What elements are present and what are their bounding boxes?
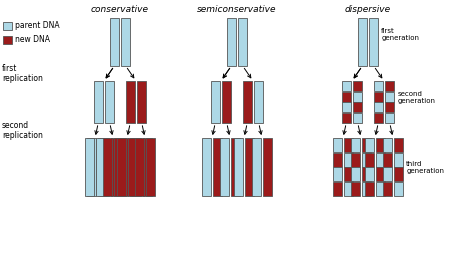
Bar xyxy=(342,81,351,91)
Bar xyxy=(119,138,128,196)
Bar xyxy=(344,182,353,196)
Bar xyxy=(137,81,146,123)
Bar xyxy=(383,182,392,196)
Bar xyxy=(333,167,342,181)
Bar xyxy=(365,167,374,181)
Bar xyxy=(353,112,362,123)
Bar xyxy=(385,81,394,91)
Bar xyxy=(254,81,263,123)
Bar xyxy=(234,138,243,196)
Bar xyxy=(394,182,403,196)
Text: conservative: conservative xyxy=(91,4,149,14)
Bar xyxy=(365,138,374,152)
Bar xyxy=(344,138,353,152)
Bar xyxy=(353,81,362,91)
Bar xyxy=(362,182,371,196)
Text: first
replication: first replication xyxy=(2,64,43,83)
Bar xyxy=(143,138,152,196)
Bar xyxy=(344,152,353,167)
Bar xyxy=(374,112,383,123)
Bar xyxy=(96,138,105,196)
Bar xyxy=(342,102,351,112)
Bar xyxy=(383,152,392,167)
Bar xyxy=(135,138,144,196)
Bar xyxy=(376,167,385,181)
Bar xyxy=(362,167,371,181)
Bar xyxy=(94,81,103,123)
Bar xyxy=(353,102,362,112)
Text: second
replication: second replication xyxy=(2,121,43,140)
Bar xyxy=(3,36,12,44)
Text: new DNA: new DNA xyxy=(15,35,50,45)
Bar xyxy=(238,18,247,66)
Bar xyxy=(351,152,360,167)
Bar xyxy=(263,138,272,196)
Text: first
generation: first generation xyxy=(381,28,419,41)
Bar xyxy=(333,152,342,167)
Bar xyxy=(362,138,371,152)
Bar xyxy=(213,138,222,196)
Bar xyxy=(365,152,374,167)
Bar xyxy=(374,81,383,91)
Bar xyxy=(353,91,362,102)
Bar xyxy=(110,18,119,66)
Bar xyxy=(111,138,120,196)
Bar xyxy=(351,182,360,196)
Bar xyxy=(376,152,385,167)
Bar xyxy=(358,18,367,66)
Bar xyxy=(222,81,231,123)
Bar xyxy=(128,138,137,196)
Bar xyxy=(227,18,236,66)
Bar xyxy=(105,81,114,123)
Bar xyxy=(220,138,229,196)
Bar xyxy=(383,167,392,181)
Bar xyxy=(369,18,378,66)
Bar xyxy=(376,182,385,196)
Text: second
generation: second generation xyxy=(397,91,435,104)
Bar xyxy=(103,138,112,196)
Bar xyxy=(394,138,403,152)
Bar xyxy=(126,81,135,123)
Bar xyxy=(394,167,403,181)
Bar xyxy=(333,138,342,152)
Bar xyxy=(342,112,351,123)
Bar xyxy=(231,138,240,196)
Bar xyxy=(202,138,211,196)
Bar xyxy=(376,138,385,152)
Bar xyxy=(385,112,394,123)
Text: dispersive: dispersive xyxy=(345,4,391,14)
Bar xyxy=(365,182,374,196)
Bar xyxy=(344,167,353,181)
Bar xyxy=(243,81,252,123)
Bar xyxy=(374,91,383,102)
Bar xyxy=(121,18,130,66)
Bar xyxy=(130,138,139,196)
Bar xyxy=(385,91,394,102)
Text: third
generation: third generation xyxy=(406,161,444,173)
Bar xyxy=(385,102,394,112)
Bar xyxy=(245,138,254,196)
Text: semiconservative: semiconservative xyxy=(197,4,277,14)
Bar xyxy=(333,182,342,196)
Bar xyxy=(87,138,96,196)
Bar xyxy=(374,102,383,112)
Bar xyxy=(211,81,220,123)
Bar xyxy=(362,152,371,167)
Bar xyxy=(98,138,107,196)
Bar xyxy=(100,138,109,196)
Bar xyxy=(383,138,392,152)
Bar xyxy=(132,138,141,196)
Bar xyxy=(114,138,123,196)
Bar xyxy=(3,22,12,30)
Bar xyxy=(351,167,360,181)
Bar xyxy=(351,138,360,152)
Text: parent DNA: parent DNA xyxy=(15,21,60,30)
Bar xyxy=(252,138,261,196)
Bar xyxy=(146,138,155,196)
Bar xyxy=(394,152,403,167)
Bar xyxy=(342,91,351,102)
Bar xyxy=(85,138,94,196)
Bar xyxy=(117,138,126,196)
